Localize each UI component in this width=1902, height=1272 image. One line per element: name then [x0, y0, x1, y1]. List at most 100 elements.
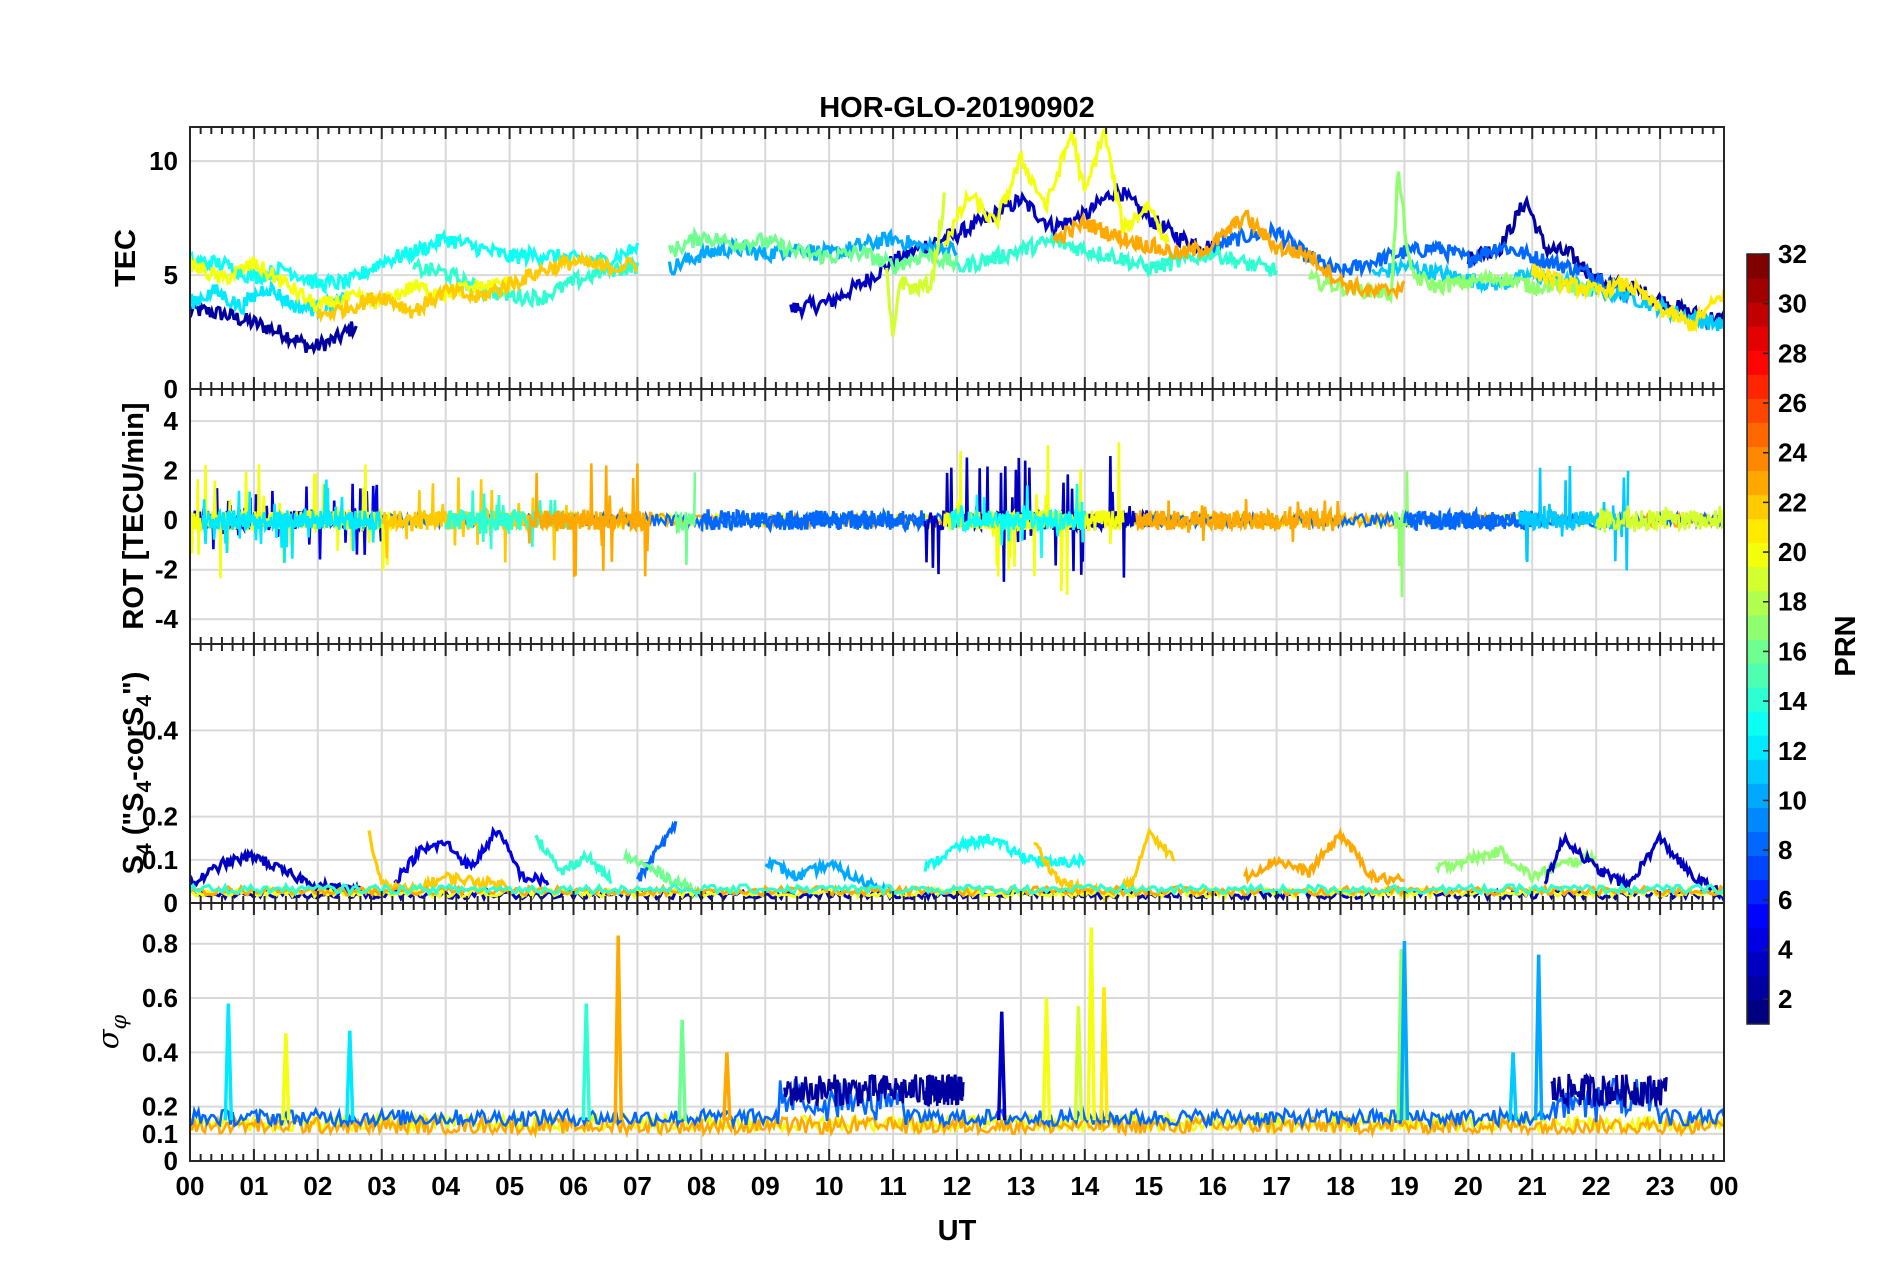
series-line-prn-22 — [316, 250, 638, 324]
y-tick-label: 0.2 — [142, 1092, 178, 1122]
colorbar-swatch — [1747, 590, 1769, 616]
colorbar-swatch — [1747, 278, 1769, 303]
x-tick-label: 06 — [559, 1171, 588, 1201]
x-tick-label: 20 — [1454, 1171, 1483, 1201]
series-group — [190, 127, 1724, 356]
y-tick-label: -2 — [155, 555, 178, 585]
x-tick-label: 02 — [303, 1171, 332, 1201]
y-tick-label: 0.6 — [142, 983, 178, 1013]
series-line-prn-23 — [1243, 826, 1405, 886]
colorbar-swatch — [1747, 518, 1769, 544]
colorbar-tick-label: 26 — [1778, 388, 1807, 418]
spike-prn-12 — [345, 1030, 355, 1121]
spike-prn-20 — [1086, 927, 1096, 1121]
x-tick-label: 16 — [1198, 1171, 1227, 1201]
colorbar-tick-label: 22 — [1778, 487, 1807, 517]
series-line-prn-23 — [190, 1113, 1724, 1139]
colorbar-frame — [1746, 253, 1770, 1025]
colorbar-swatch — [1747, 687, 1769, 712]
series-line-prn-12 — [201, 479, 384, 563]
x-tick-label: 11 — [879, 1171, 907, 1201]
colorbar-swatch — [1747, 999, 1769, 1025]
y-tick-label: 0.8 — [142, 929, 178, 959]
x-tick-label: 09 — [751, 1171, 780, 1201]
spike-prn-20 — [281, 1033, 291, 1121]
colorbar-swatch — [1747, 903, 1769, 929]
colorbar-swatch — [1747, 855, 1769, 881]
x-tick-label: 19 — [1390, 1171, 1419, 1201]
colorbar-swatch — [1747, 254, 1769, 279]
series-line-prn-2 — [783, 1074, 926, 1107]
series-line-prn-8 — [700, 506, 927, 534]
colorbar-tick-label: 20 — [1778, 537, 1807, 567]
y-tick-label: 4 — [164, 406, 179, 436]
x-tick-label: 15 — [1134, 1171, 1163, 1201]
series-line-prn-13 — [923, 834, 1087, 872]
series-line-prn-16 — [667, 225, 959, 275]
x-tick-label: 22 — [1582, 1171, 1611, 1201]
sigma-phi-ylabel: σφ — [91, 1014, 131, 1049]
colorbar-swatch — [1747, 639, 1769, 664]
colorbar-tick-label: 28 — [1778, 338, 1807, 368]
x-tick-label: 08 — [687, 1171, 716, 1201]
colorbar-tick-label: 6 — [1778, 885, 1792, 915]
x-tick-label: 03 — [367, 1171, 396, 1201]
y-tick-label: 0.2 — [142, 802, 178, 832]
y-tick-label: 0.1 — [142, 1119, 178, 1149]
series-line-prn-2 — [190, 296, 358, 356]
spike-prn-10 — [1399, 940, 1410, 1121]
y-tick-label: -4 — [155, 604, 179, 634]
x-tick-label: 21 — [1518, 1171, 1547, 1201]
spike-prn-14 — [581, 1003, 592, 1121]
colorbar-tick-label: 24 — [1778, 438, 1807, 468]
x-tick-label: 04 — [431, 1171, 460, 1201]
series-line-prn-16 — [674, 472, 697, 565]
colorbar-swatch — [1747, 783, 1769, 808]
x-tick-label: 05 — [495, 1171, 524, 1201]
series-line-prn-23 — [1134, 499, 1342, 542]
colorbar-swatch — [1747, 470, 1769, 496]
colorbar-label: PRN — [1830, 615, 1862, 676]
series-line-prn-14 — [534, 834, 613, 885]
series-line-prn-2 — [1550, 1072, 1668, 1110]
y-tick-label: 0 — [164, 505, 178, 535]
tec-ylabel: TEC — [110, 229, 142, 287]
series-line-prn-20 — [942, 127, 1170, 247]
spike-prn-12 — [223, 1003, 234, 1121]
series-line-prn-3 — [1543, 829, 1724, 902]
series-line-prn-14 — [412, 255, 639, 309]
y-tick-label: 0 — [164, 374, 178, 404]
colorbar-swatch — [1747, 542, 1769, 568]
colorbar-swatch — [1747, 735, 1769, 760]
x-tick-label: 07 — [623, 1171, 652, 1201]
x-tick-label: 23 — [1646, 1171, 1675, 1201]
x-tick-label: 13 — [1006, 1171, 1035, 1201]
colorbar-swatch — [1747, 350, 1769, 375]
colorbar-tick-label: 18 — [1778, 587, 1807, 617]
x-tick-label: 12 — [943, 1171, 972, 1201]
y-tick-label: 0.1 — [142, 845, 178, 875]
series-line-prn-8 — [1403, 505, 1534, 532]
series-line-prn-4 — [393, 825, 550, 889]
x-tick-label: 18 — [1326, 1171, 1355, 1201]
spike-prn-16 — [677, 1019, 687, 1121]
tec-panel: 0 5 10 — [149, 126, 1725, 404]
colorbar-swatch — [1747, 807, 1769, 832]
colorbar-swatch — [1747, 398, 1769, 423]
colorbar-tick-label: 14 — [1778, 686, 1807, 716]
spike-prn-10 — [1533, 954, 1544, 1121]
colorbar-swatch — [1747, 711, 1769, 736]
y-tick-label: 5 — [164, 260, 178, 290]
series-line-prn-14 — [955, 230, 1279, 277]
y-tick-label: 0.4 — [142, 715, 179, 745]
colorbar-tick-label: 8 — [1778, 835, 1792, 865]
sigma-phi-panel: 00.10.2 0.4 0.6 0.8 — [142, 902, 1725, 1176]
spike-prn-21 — [1099, 987, 1109, 1121]
y-tick-label: 0.4 — [142, 1037, 179, 1067]
y-tick-label: 0 — [164, 1146, 178, 1176]
colorbar-swatch — [1747, 374, 1769, 399]
colorbar-swatch — [1747, 326, 1769, 351]
y-tick-label: 0 — [164, 888, 178, 918]
x-axis: 00 01 02 03 04 05 06 07 08 09 10 11 12 13 14 15 16 17 18 19… — [176, 1171, 1739, 1201]
